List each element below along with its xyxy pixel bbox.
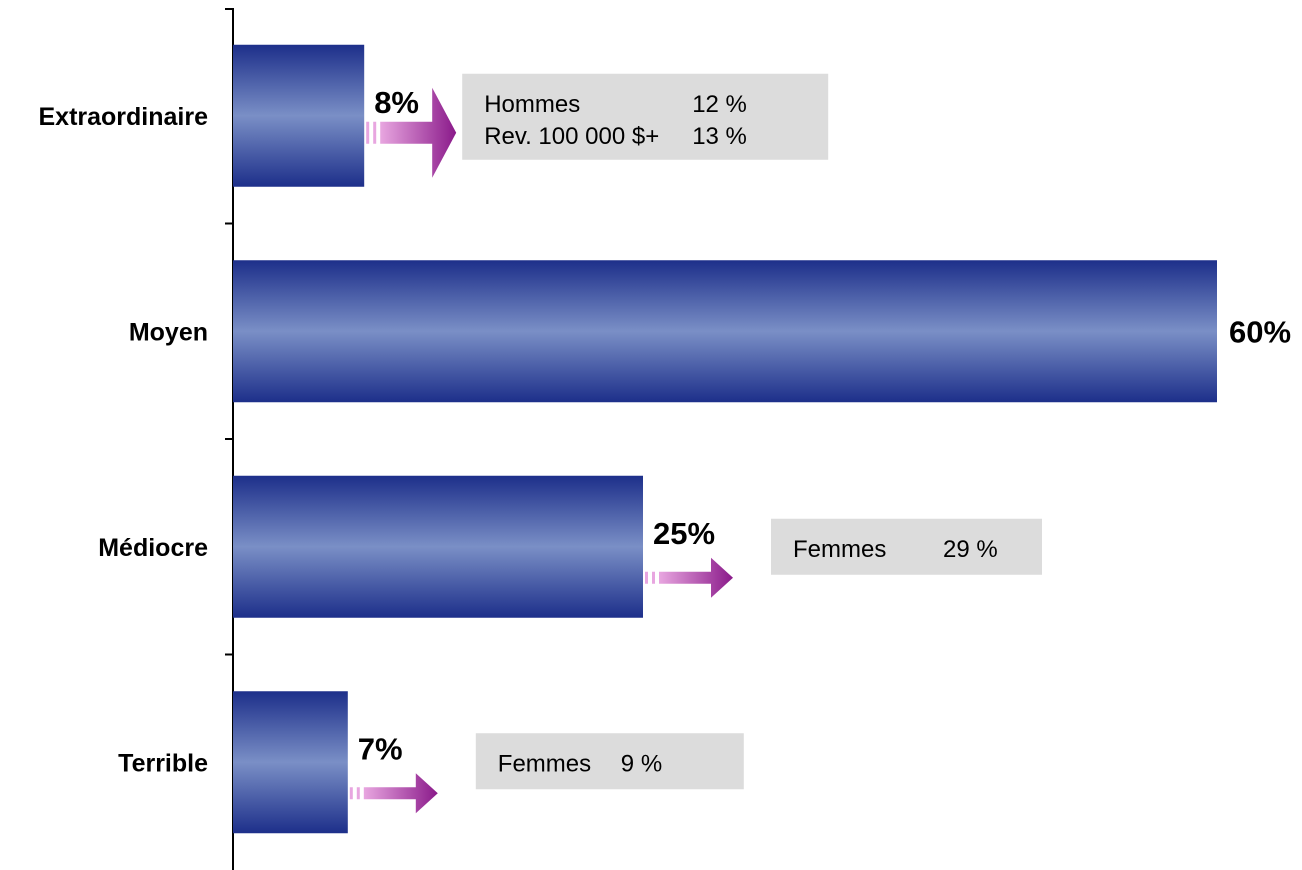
note-value: 29 % xyxy=(943,536,998,563)
arrow-body xyxy=(380,87,457,178)
arrow-stripe xyxy=(652,571,655,584)
value-label: 25% xyxy=(653,516,715,551)
arrow-body xyxy=(363,773,438,814)
note-background xyxy=(771,518,1042,575)
note-key: Femmes xyxy=(498,750,591,777)
note-box-4: Femmes 9 % xyxy=(475,733,744,790)
arrow-stripe xyxy=(373,121,377,144)
arrow-stripe xyxy=(356,787,360,800)
category-label: Extraordinaire xyxy=(38,103,208,131)
category-label: Médiocre xyxy=(98,534,208,562)
note-key: Hommes xyxy=(484,91,580,118)
bar-3 xyxy=(233,475,643,618)
bar-2 xyxy=(233,260,1217,403)
arrow-stripe xyxy=(645,571,648,584)
bar-1 xyxy=(233,44,365,187)
arrow-1 xyxy=(366,87,457,178)
note-key: Femmes xyxy=(793,536,886,563)
value-label: 60% xyxy=(1229,314,1291,349)
note-box-1: Hommes 12 % Rev. 100 000 $+ 13 % xyxy=(462,73,829,160)
arrow-stripe xyxy=(349,787,353,800)
value-label: 8% xyxy=(374,85,419,120)
arrow-4 xyxy=(349,773,438,814)
arrow-stripe xyxy=(366,121,370,144)
category-label: Moyen xyxy=(129,318,208,346)
note-value: 13 % xyxy=(692,123,747,150)
note-background xyxy=(475,733,744,790)
arrow-3 xyxy=(645,557,733,598)
bar-4 xyxy=(233,691,348,834)
note-value: 9 % xyxy=(621,750,662,777)
value-label: 7% xyxy=(358,731,403,766)
note-background xyxy=(462,73,829,160)
note-key: Rev. 100 000 $+ xyxy=(484,123,659,150)
arrow-body xyxy=(659,557,733,598)
note-box-3: Femmes 29 % xyxy=(771,518,1042,575)
category-label: Terrible xyxy=(118,749,208,777)
note-value: 12 % xyxy=(692,91,747,118)
